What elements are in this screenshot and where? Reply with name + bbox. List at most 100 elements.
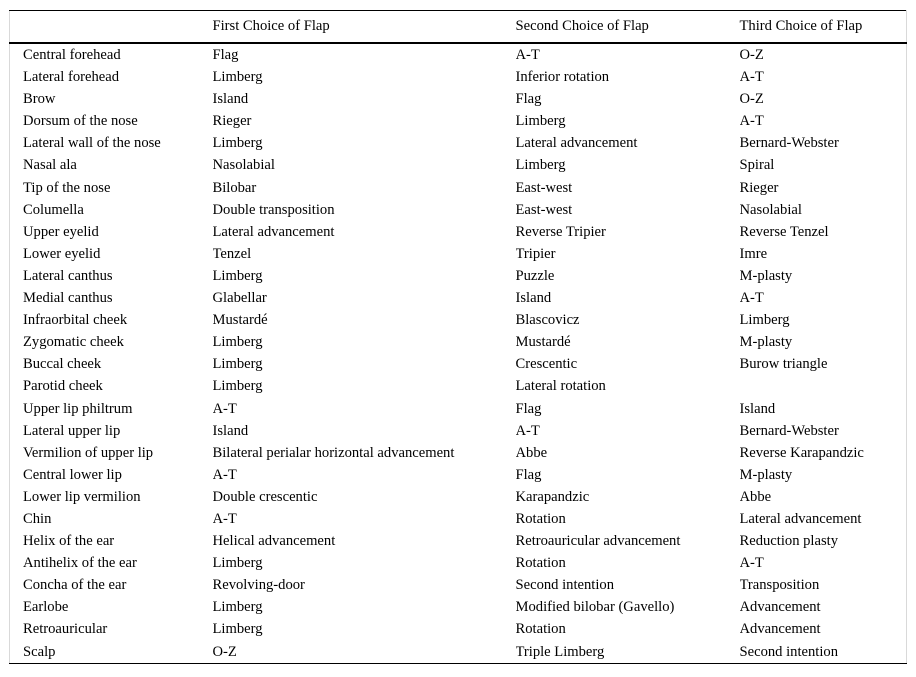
region-cell: Scalp [23,643,56,660]
region-cell: Retroauricular [23,621,108,638]
third-choice-cell: M-plasty [739,267,793,284]
second-choice-cell: Karapandzic [515,488,590,505]
table-row: Vermilion of upper lip Bilateral perialar… [10,442,907,464]
second-choice-cell: A-T [515,47,540,63]
second-choice-cell: East-west [515,179,573,196]
column-header-first-choice: First Choice of Flap [212,10,516,44]
first-choice-cell: Bilobar [212,179,257,196]
table-row: Buccal cheek Limberg Crescentic Burow trian… [10,353,907,375]
first-choice-cell: A-T [212,466,237,483]
third-choice-cell: M-plasty [739,466,793,483]
flap-choice-table: First Choice of Flap Second Choice of Fl… [9,10,907,664]
column-header-second-choice: Second Choice of Flap [515,10,740,44]
second-choice-cell: Blascovicz [515,312,580,329]
third-choice-cell: Advancement [739,621,821,638]
first-choice-cell: Limberg [212,599,263,616]
second-choice-cell: Abbe [515,444,548,461]
first-choice-cell: Limberg [212,555,263,572]
table-row: Lower lip vermilion Double crescentic Kara… [10,486,907,508]
first-choice-cell: Limberg [212,267,263,284]
table-row: Zygomatic cheek Limberg Mustardé M-plasty [10,331,907,353]
region-cell: Upper lip philtrum [23,400,133,417]
third-choice-cell: Transposition [739,577,820,594]
first-choice-cell: Island [212,91,249,108]
table-row: Infraorbital cheek Mustardé Blascovicz Limb… [10,309,907,331]
third-choice-cell: A-T [739,113,764,130]
first-choice-cell: Mustardé [212,312,268,329]
second-choice-cell: Rotation [515,555,566,572]
table-row: Columella Double transposition East-west Na… [10,199,907,221]
table-row: Nasal ala Nasolabial Limberg Spiral [10,154,907,176]
header-row: First Choice of Flap Second Choice of Fl… [9,10,907,44]
first-choice-cell: A-T [212,510,237,527]
table-row: Central forehead Flag A-T O-Z [10,43,907,66]
second-choice-cell: Flag [515,400,542,417]
region-cell: Chin [23,510,52,527]
second-choice-cell: Modified bilobar (Gavello) [515,599,675,616]
second-choice-cell: Crescentic [515,356,578,373]
second-choice-cell: Retroauricular advancement [515,533,681,550]
table-row: Medial canthus Glabellar Island A-T [10,287,907,309]
first-choice-cell: Limberg [212,356,263,373]
region-cell: Lateral forehead [23,69,120,86]
region-cell: Concha of the ear [23,577,127,594]
first-choice-cell: Double transposition [212,201,335,218]
third-choice-cell: O-Z [739,47,764,63]
region-cell: Upper eyelid [23,223,99,240]
table-row: Chin A-T Rotation Lateral advancement [10,508,907,530]
second-choice-cell: Puzzle [515,267,555,284]
region-cell: Zygomatic cheek [23,334,124,351]
third-choice-cell: M-plasty [739,334,793,351]
first-choice-cell: O-Z [212,643,237,660]
third-choice-cell: Limberg [739,312,790,329]
second-choice-cell: Rotation [515,621,566,638]
region-cell: Lateral upper lip [23,422,121,439]
table-row: Lateral canthus Limberg Puzzle M-plasty [10,265,907,287]
third-choice-cell: Nasolabial [739,201,802,218]
table-row: Brow Island Flag O-Z [10,88,907,110]
third-choice-cell: Spiral [739,157,775,174]
column-header-region [9,10,213,44]
table-row: Antihelix of the ear Limberg Rotation A-T [10,552,907,574]
column-header-third-choice: Third Choice of Flap [739,10,907,44]
third-choice-cell: Burow triangle [739,356,828,373]
first-choice-cell: Bilateral perialar horizontal advancemen… [212,444,455,461]
third-choice-cell: Reverse Karapandzic [739,444,864,461]
table-row: Upper eyelid Lateral advancement Reverse T… [10,221,907,243]
table-row: Lateral wall of the nose Limberg Lateral a… [10,132,907,154]
third-choice-cell: Reverse Tenzel [739,223,829,240]
table-row: Upper lip philtrum A-T Flag Island [10,398,907,420]
first-choice-cell: Limberg [212,69,263,86]
table-row: Helix of the ear Helical advancement Retro… [10,530,907,552]
third-choice-cell: Bernard-Webster [739,422,839,439]
third-choice-cell: A-T [739,69,764,86]
third-choice-cell: Island [739,400,776,417]
second-choice-cell: Rotation [515,510,566,527]
first-choice-cell: Revolving-door [212,577,305,594]
region-cell: Lower lip vermilion [23,488,141,505]
table-row: Tip of the nose Bilobar East-west Rieger [10,177,907,199]
region-cell: Earlobe [23,599,69,616]
first-choice-cell: Tenzel [212,245,252,262]
region-cell: Tip of the nose [23,179,111,196]
first-choice-cell: Glabellar [212,290,267,307]
first-choice-cell: Limberg [212,621,263,638]
second-choice-cell: Inferior rotation [515,69,610,86]
first-choice-cell: Limberg [212,334,263,351]
third-choice-cell: Rieger [739,179,779,196]
region-cell: Vermilion of upper lip [23,444,154,461]
second-choice-cell: Lateral advancement [515,135,638,152]
first-choice-cell: Flag [212,47,239,63]
second-choice-cell: Limberg [515,157,566,174]
third-choice-cell: Reduction plasty [739,533,839,550]
region-cell: Brow [23,91,56,108]
second-choice-cell: Second intention [515,577,615,594]
third-choice-cell: Imre [739,245,768,262]
second-choice-cell: East-west [515,201,573,218]
region-cell: Columella [23,201,84,218]
table-row: Retroauricular Limberg Rotation Advancement [10,618,907,640]
table-row: Lateral upper lip Island A-T Bernard-Webste… [10,420,907,442]
third-choice-cell: Advancement [739,599,821,616]
table-row: Concha of the ear Revolving-door Second in… [10,574,907,596]
